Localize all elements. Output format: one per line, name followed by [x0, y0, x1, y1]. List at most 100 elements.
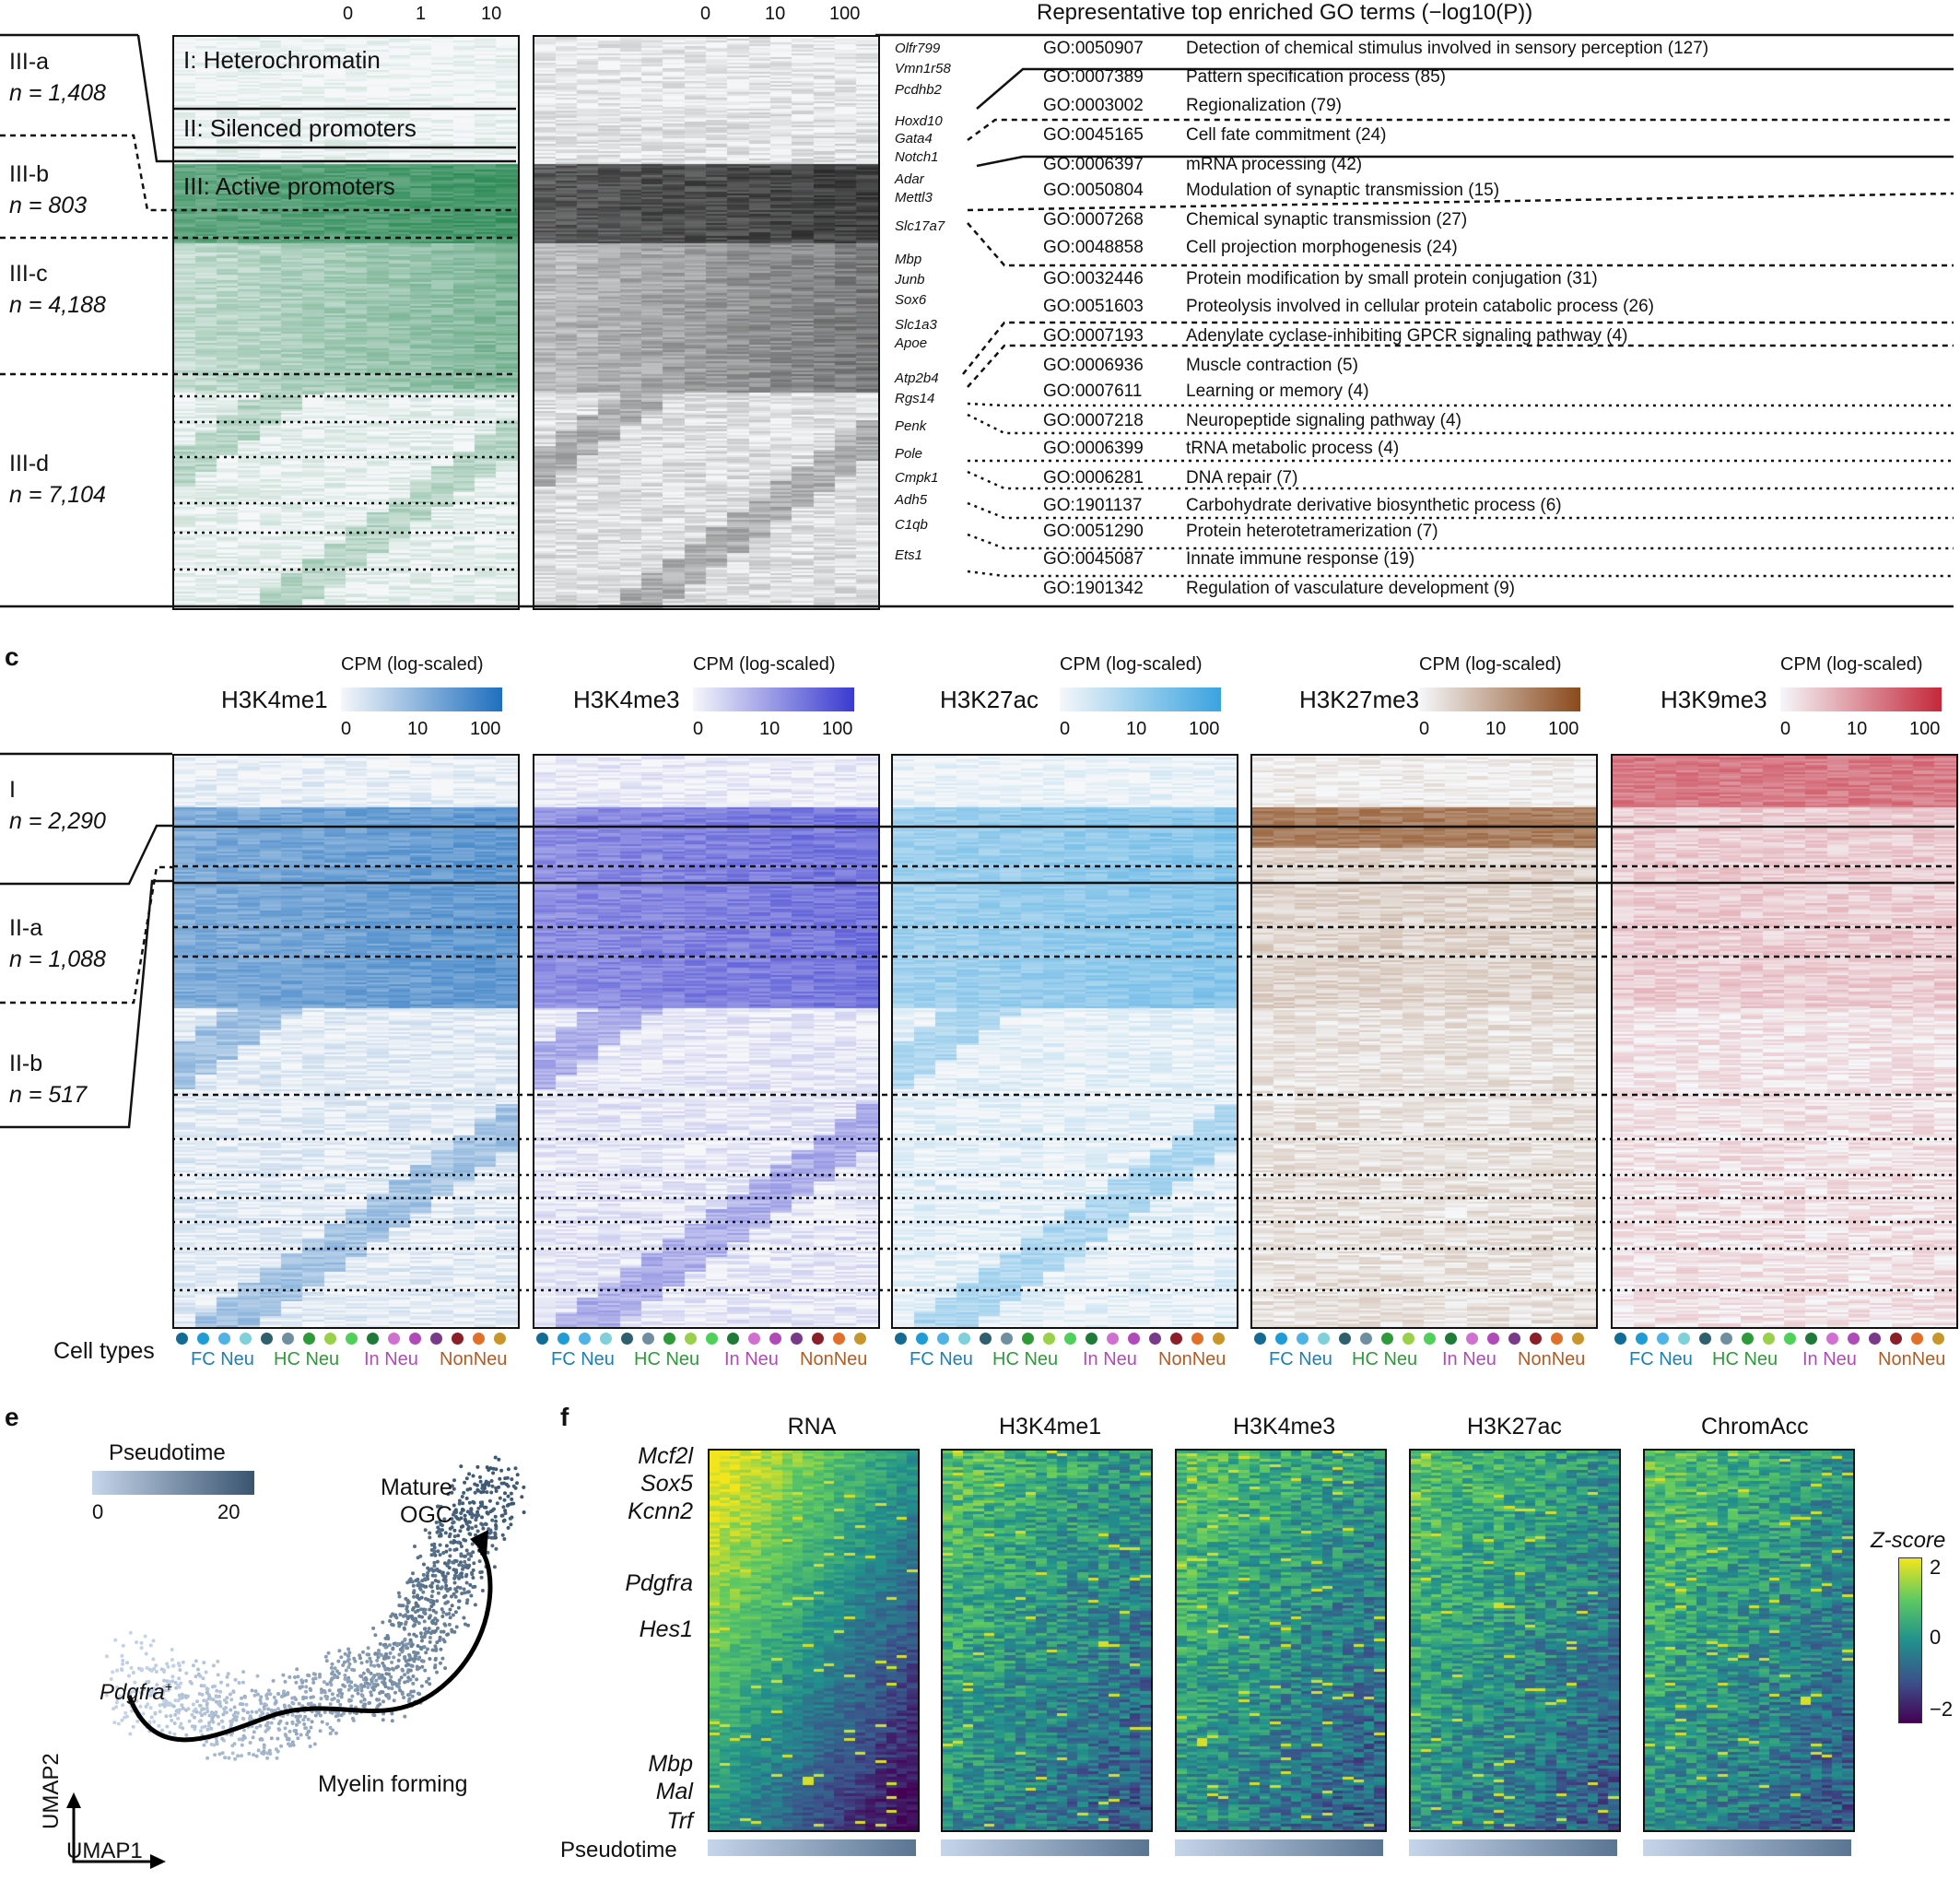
cell-type-dot: [240, 1333, 252, 1345]
cell-type-dot: [1869, 1333, 1881, 1345]
pseudotime-bar: [1409, 1839, 1617, 1856]
cpm-tick: 100: [1909, 719, 1941, 739]
cell-type-dot: [409, 1333, 421, 1345]
gene-label-cmpk1: Cmpk1: [895, 470, 939, 486]
cell-type-dot: [1805, 1333, 1817, 1345]
cell-type-dot: [1911, 1333, 1923, 1345]
cell-type-dot: [958, 1333, 970, 1345]
go-term-text: Cell projection morphogenesis (24): [1186, 238, 1458, 257]
cell-type-dot: [1086, 1333, 1097, 1345]
zscore-tick-0: 0: [1930, 1626, 1942, 1649]
cell-group-label: In Neu: [1442, 1349, 1496, 1369]
go-term-text: Protein heterotetramerization (7): [1186, 522, 1438, 541]
cell-type-dot: [1424, 1333, 1436, 1345]
heatmap-h3k27me3: [1250, 754, 1598, 1329]
cell-type-dot: [1064, 1333, 1076, 1345]
cpm-tick: 0: [1419, 719, 1430, 739]
go-id: GO:0007611: [1043, 382, 1143, 401]
gene-label-sox6: Sox6: [895, 292, 927, 308]
panel-letter-c: c: [5, 642, 19, 671]
cluster-label-ii-a: II-a n = 1,088: [9, 912, 106, 975]
gene-label-mettl3: Mettl3: [895, 190, 933, 206]
mark-name: H3K9me3: [1661, 686, 1767, 713]
go-id: GO:0007268: [1043, 210, 1144, 229]
column-title-h3k4me1: H3K4me1: [999, 1414, 1102, 1439]
go-term-text: Adenylate cyclase-inhibiting GPCR signal…: [1186, 326, 1628, 346]
cell-type-dot: [600, 1333, 612, 1345]
go-term-text: Proteolysis involved in cellular protein…: [1186, 297, 1654, 316]
go-id: GO:0007193: [1043, 326, 1144, 346]
cell-group-label: HC Neu: [1352, 1349, 1418, 1369]
gene-label-vmn1r58: Vmn1r58: [895, 61, 951, 76]
pseudotime-bar: [1643, 1839, 1851, 1856]
cluster-name: III-b: [9, 161, 50, 187]
cell-group-label: In Neu: [1802, 1349, 1857, 1369]
cluster-n: n = 7,104: [9, 482, 106, 508]
top-divider-lines: [0, 33, 1954, 608]
cpm-tick: 100: [1548, 719, 1579, 739]
go-title: Representative top enriched GO terms (−l…: [1037, 0, 1533, 25]
cell-type-dot: [473, 1333, 485, 1345]
mark-name: H3K4me3: [573, 686, 680, 713]
cell-type-dot: [388, 1333, 400, 1345]
go-id: GO:0051290: [1043, 522, 1144, 541]
cluster-name: II-a: [9, 915, 43, 941]
zscore-label: Z-score: [1871, 1528, 1946, 1553]
zscore-colorbar: [1898, 1557, 1922, 1723]
cell-type-dot: [579, 1333, 591, 1345]
heatmap-h3k4me1: [172, 754, 520, 1329]
go-term-text: Protein modification by small protein co…: [1186, 269, 1598, 288]
cell-type-dot: [1699, 1333, 1711, 1345]
cell-type-dot: [1572, 1333, 1584, 1345]
go-id: GO:0051603: [1043, 297, 1144, 316]
go-id: GO:0006281: [1043, 468, 1144, 488]
cell-group-label: In Neu: [1083, 1349, 1137, 1369]
cluster-label-iii-c: III-c n = 4,188: [9, 258, 106, 321]
cell-group-label: NonNeu: [1158, 1349, 1226, 1369]
gene-label-hoxd10: Hoxd10: [895, 113, 943, 129]
pseudotime-legend-title: Pseudotime: [109, 1440, 226, 1465]
cell-group-label: FC Neu: [1269, 1349, 1332, 1369]
cell-group-label: FC Neu: [551, 1349, 615, 1369]
go-term-text: mRNA processing (42): [1186, 155, 1363, 174]
cpm-tick: 0: [1060, 719, 1071, 739]
cell-type-dot: [557, 1333, 569, 1345]
mark-name: H3K27me3: [1299, 686, 1420, 713]
cluster-n: n = 517: [9, 1082, 88, 1108]
gene-label-apoe: Apoe: [895, 335, 928, 351]
gene-label-penk: Penk: [895, 418, 927, 434]
cpm-colorbar: [1060, 687, 1221, 711]
umap-scatter: [66, 1455, 526, 1869]
cell-type-dot: [430, 1333, 442, 1345]
cell-group-label: NonNeu: [1518, 1349, 1586, 1369]
region-label-heterochromatin: I: Heterochromatin: [183, 46, 381, 74]
label-ogc: OGC: [400, 1502, 452, 1528]
cell-type-dot: [1932, 1333, 1944, 1345]
cluster-label-i: I n = 2,290: [9, 774, 106, 837]
scale1-tick-2: 10: [481, 4, 502, 24]
cell-group-label: NonNeu: [440, 1349, 508, 1369]
cluster-label-iii-d: III-d n = 7,104: [9, 448, 106, 511]
cell-group-label: HC Neu: [634, 1349, 700, 1369]
cell-group-label: HC Neu: [1712, 1349, 1778, 1369]
go-term-text: Modulation of synaptic transmission (15): [1186, 181, 1500, 200]
gene-label-notch1: Notch1: [895, 149, 939, 165]
cpm-label: CPM (log-scaled): [1060, 654, 1203, 675]
label-pdgfra-sup: +: [164, 1679, 172, 1694]
cell-type-dot: [1297, 1333, 1309, 1345]
cpm-tick: 10: [1126, 719, 1147, 739]
gene-label-pdgfra: Pdgfra: [625, 1570, 693, 1596]
cell-type-dot: [1360, 1333, 1372, 1345]
cell-type-dot: [1107, 1333, 1119, 1345]
gene-label-pcdhb2: Pcdhb2: [895, 82, 942, 98]
gene-label-trf: Trf: [666, 1808, 693, 1834]
cell-type-dot: [1657, 1333, 1669, 1345]
z-heatmap-chromacc: [1643, 1449, 1855, 1832]
cell-group-label: HC Neu: [274, 1349, 340, 1369]
cell-type-dot: [663, 1333, 675, 1345]
cpm-tick: 10: [407, 719, 428, 739]
cell-type-dot: [1784, 1333, 1796, 1345]
label-mature: Mature: [381, 1475, 452, 1500]
cell-types-label: Cell types: [53, 1338, 155, 1364]
cell-type-dot: [1763, 1333, 1775, 1345]
